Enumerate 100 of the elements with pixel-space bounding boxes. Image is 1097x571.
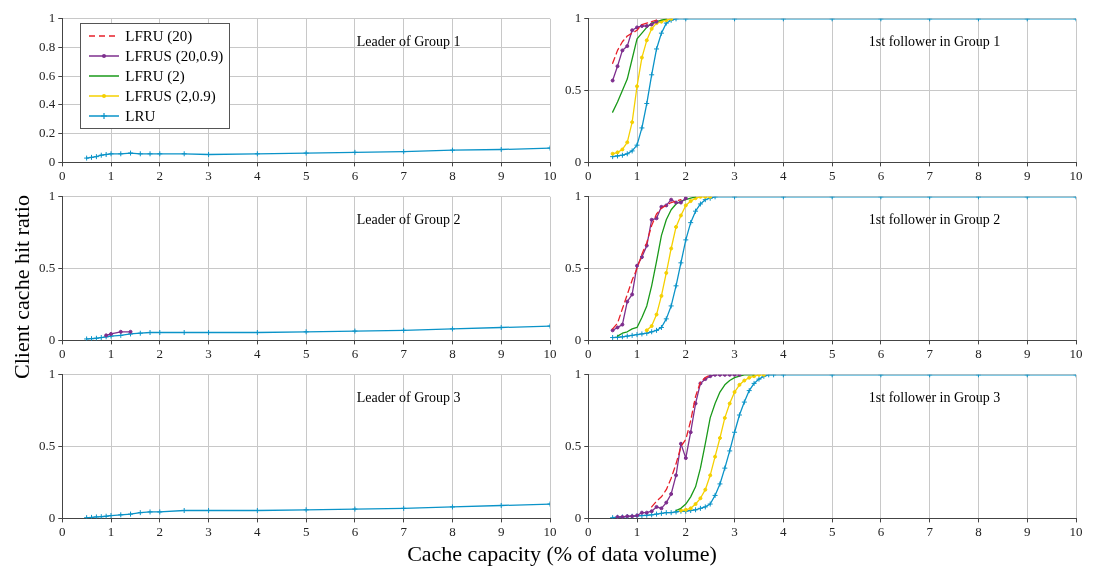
x-tick-label: 8: [449, 167, 456, 183]
point: [98, 152, 105, 159]
y-tick-label: 1: [48, 10, 56, 26]
x-tick-label: 8: [449, 345, 456, 361]
x-tick-label: 3: [205, 345, 212, 361]
y-tick-label: 0.8: [39, 38, 56, 54]
point: [673, 508, 680, 515]
x-tick-label: 3: [731, 523, 738, 539]
point: [677, 259, 684, 266]
x-tick-label: 0: [585, 523, 592, 539]
point: [736, 412, 743, 419]
x-tick-label: 10: [543, 523, 557, 539]
point: [638, 330, 645, 337]
point: [668, 509, 675, 516]
x-tick-label: 10: [1069, 167, 1083, 183]
x-tick-label: 6: [877, 523, 885, 539]
x-tick-label: 9: [1023, 523, 1031, 539]
y-axis-title: Client cache hit ratio: [9, 195, 35, 379]
point: [731, 429, 738, 436]
x-tick-label: 1: [633, 167, 641, 183]
point: [653, 327, 660, 334]
x-tick-label: 1: [107, 523, 115, 539]
point: [687, 219, 694, 226]
x-tick-label: 0: [59, 345, 66, 361]
x-tick-label: 4: [780, 167, 788, 183]
x-tick-label: 2: [156, 167, 164, 183]
y-tick-label: 0: [48, 509, 56, 525]
point: [663, 20, 670, 27]
x-tick-label: 6: [351, 523, 359, 539]
point: [668, 302, 675, 309]
point: [147, 150, 154, 157]
x-axis-title: Cache capacity (% of data volume): [406, 541, 718, 566]
point: [629, 147, 636, 154]
annotation: 1st follower in Group 3: [868, 390, 1001, 406]
point: [449, 147, 456, 154]
x-tick-label: 5: [302, 167, 310, 183]
point: [697, 200, 704, 207]
annotation: Leader of Group 1: [356, 34, 461, 50]
x-tick-label: 0: [59, 523, 66, 539]
x-tick-label: 1: [633, 345, 641, 361]
y-tick-label: 0.6: [39, 67, 56, 83]
point: [117, 150, 124, 157]
x-tick-label: 3: [731, 167, 738, 183]
y-tick-label: 0: [574, 153, 582, 169]
x-tick-label: 7: [926, 523, 934, 539]
x-tick-label: 5: [302, 523, 310, 539]
x-tick-label: 5: [828, 345, 836, 361]
annotation: Leader of Group 3: [356, 390, 461, 406]
x-tick-label: 1: [633, 523, 641, 539]
point: [741, 399, 748, 406]
x-tick-label: 1: [107, 167, 115, 183]
x-tick-label: 4: [254, 345, 262, 361]
point: [629, 332, 636, 339]
x-tick-label: 6: [351, 167, 359, 183]
y-tick-label: 0.5: [39, 438, 56, 454]
point: [716, 480, 723, 487]
point: [663, 509, 670, 516]
x-tick-label: 0: [59, 167, 66, 183]
point: [682, 236, 689, 243]
point: [755, 376, 762, 383]
x-tick-label: 4: [780, 345, 788, 361]
point: [254, 150, 261, 157]
point: [658, 510, 665, 517]
y-tick-label: 0: [48, 153, 56, 169]
x-tick-label: 6: [877, 167, 885, 183]
x-tick-label: 7: [400, 167, 408, 183]
x-tick-label: 2: [682, 167, 690, 183]
point: [648, 328, 655, 335]
point: [673, 282, 680, 289]
point: [643, 100, 650, 107]
line-series: [611, 19, 658, 64]
annotation: 1st follower in Group 1: [868, 34, 1001, 50]
point: [692, 208, 699, 215]
x-tick-label: 10: [1069, 523, 1083, 539]
x-tick-label: 2: [682, 345, 690, 361]
point: [658, 324, 665, 331]
line-series: [651, 374, 711, 508]
x-tick-label: 5: [828, 523, 836, 539]
x-tick-label: 4: [254, 167, 262, 183]
y-tick-label: 1: [48, 188, 56, 204]
x-tick-label: 7: [400, 345, 408, 361]
point: [624, 150, 631, 157]
annotation: 1st follower in Group 2: [868, 212, 1001, 228]
y-tick-label: 0.2: [39, 125, 56, 141]
point: [721, 465, 728, 472]
legend-label: LFRUS (20,0.9): [125, 46, 224, 66]
y-tick-label: 0.5: [565, 438, 582, 454]
legend-label: LFRU (20): [125, 26, 193, 46]
x-tick-label: 8: [449, 523, 456, 539]
point: [624, 333, 631, 340]
x-tick-label: 5: [302, 345, 310, 361]
point: [653, 45, 660, 52]
point: [137, 150, 144, 157]
x-tick-label: 3: [731, 345, 738, 361]
x-tick-label: 9: [1023, 167, 1031, 183]
x-tick-label: 8: [975, 167, 982, 183]
point: [638, 124, 645, 131]
point: [702, 503, 709, 510]
point: [663, 315, 670, 322]
x-tick-label: 8: [975, 523, 982, 539]
